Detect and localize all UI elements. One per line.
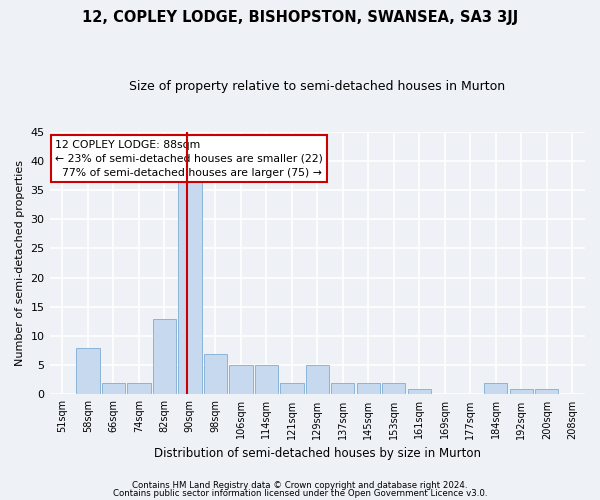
Bar [76,348,100,395]
Bar [356,383,380,394]
Bar [152,318,176,394]
Bar [509,388,533,394]
Title: Size of property relative to semi-detached houses in Murton: Size of property relative to semi-detach… [129,80,505,93]
Bar [382,383,406,394]
Bar [254,365,278,394]
Bar [407,388,431,394]
Text: 12, COPLEY LODGE, BISHOPSTON, SWANSEA, SA3 3JJ: 12, COPLEY LODGE, BISHOPSTON, SWANSEA, S… [82,10,518,25]
Text: Contains public sector information licensed under the Open Government Licence v3: Contains public sector information licen… [113,488,487,498]
Bar [127,383,151,394]
Bar [229,365,253,394]
Bar [484,383,508,394]
Bar [203,354,227,395]
Bar [305,365,329,394]
Bar [280,383,304,394]
Bar [331,383,355,394]
Bar [535,388,559,394]
Bar [178,178,202,394]
Text: Contains HM Land Registry data © Crown copyright and database right 2024.: Contains HM Land Registry data © Crown c… [132,481,468,490]
Bar [101,383,125,394]
Text: 12 COPLEY LODGE: 88sqm
← 23% of semi-detached houses are smaller (22)
  77% of s: 12 COPLEY LODGE: 88sqm ← 23% of semi-det… [55,140,323,177]
X-axis label: Distribution of semi-detached houses by size in Murton: Distribution of semi-detached houses by … [154,447,481,460]
Y-axis label: Number of semi-detached properties: Number of semi-detached properties [15,160,25,366]
